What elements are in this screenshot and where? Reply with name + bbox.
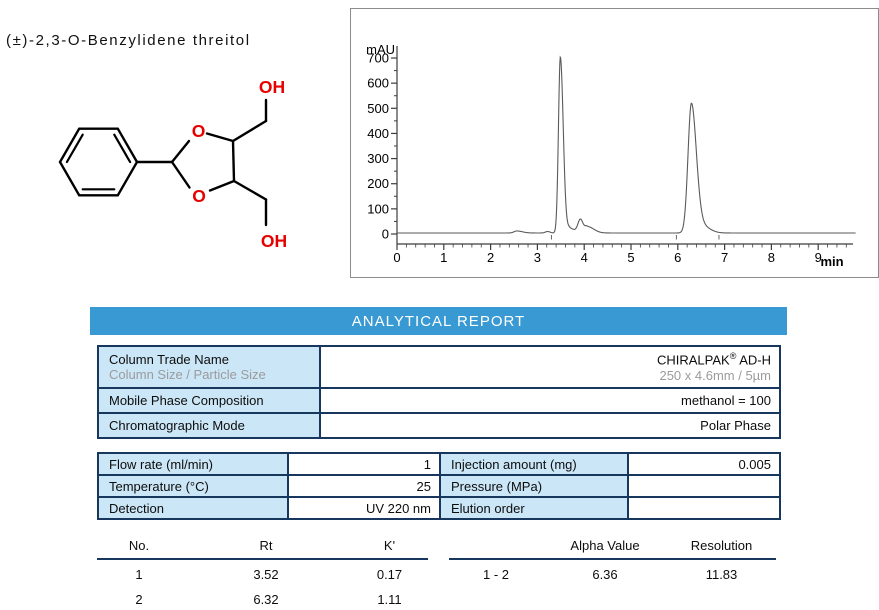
- col-kprime-header: K': [383, 538, 396, 553]
- svg-text:700: 700: [367, 51, 389, 66]
- column-info-table: Column Trade Name Column Size / Particle…: [97, 345, 781, 439]
- separation-results-header: Alpha Value Resolution: [449, 538, 776, 560]
- detection-label: Detection: [97, 496, 289, 520]
- report-banner: ANALYTICAL REPORT: [90, 307, 787, 335]
- elution-order-value: [627, 496, 781, 520]
- svg-text:400: 400: [367, 126, 389, 141]
- svg-text:5: 5: [627, 250, 634, 265]
- injection-amount-label: Injection amount (mg): [439, 452, 629, 476]
- column-trade-name-label: Column Trade Name: [109, 352, 229, 367]
- column-size-value: 250 x 4.6mm / 5µm: [659, 367, 771, 383]
- svg-text:2: 2: [487, 250, 494, 265]
- svg-text:0: 0: [393, 250, 400, 265]
- svg-text:100: 100: [367, 201, 389, 216]
- hydroxyl-label-bottom: OH: [261, 231, 287, 251]
- peak-kprime: 1.11: [377, 592, 402, 607]
- svg-text:7: 7: [721, 250, 728, 265]
- svg-text:9: 9: [815, 250, 822, 265]
- elution-order-label: Elution order: [439, 496, 629, 520]
- table-row: Temperature (°C) 25 Pressure (MPa): [97, 474, 781, 498]
- registered-mark: ®: [729, 351, 737, 362]
- col-pair-header: [449, 538, 543, 553]
- mobile-phase-label: Mobile Phase Composition: [97, 387, 321, 414]
- pressure-value: [627, 474, 781, 498]
- table-row: 1 3.52 0.17: [97, 567, 428, 585]
- peak-no: 2: [135, 592, 143, 607]
- mobile-phase-value: methanol = 100: [319, 387, 781, 414]
- chromatogram-box: 0 100 200 300 400 500 600 700 mAU 0 1 2 3 4 5 6 7 8 9 min: [350, 8, 879, 278]
- oxygen-label-top: O: [192, 121, 206, 141]
- table-row: Mobile Phase Composition methanol = 100: [97, 387, 781, 414]
- peak-results-header: No. Rt K': [97, 538, 428, 560]
- peak-kprime: 0.17: [376, 567, 403, 582]
- temperature-label: Temperature (°C): [97, 474, 289, 498]
- table-row: Column Trade Name Column Size / Particle…: [97, 345, 781, 389]
- svg-text:8: 8: [768, 250, 775, 265]
- hydroxyl-label-top: OH: [259, 77, 285, 97]
- conditions-table: Flow rate (ml/min) 1 Injection amount (m…: [97, 452, 781, 520]
- col-rt-header: Rt: [259, 538, 273, 553]
- peak-pair: 1 - 2: [482, 567, 509, 582]
- detection-value: UV 220 nm: [287, 496, 441, 520]
- chemical-structure: O O OH OH: [58, 77, 287, 251]
- benzene-ring: [58, 127, 139, 197]
- col-no-header: No.: [128, 538, 150, 553]
- resolution-value: 11.83: [705, 567, 738, 582]
- flow-rate-label: Flow rate (ml/min): [97, 452, 289, 476]
- column-trade-name-value: CHIRALPAK® AD-H: [656, 351, 771, 368]
- svg-text:500: 500: [367, 101, 389, 116]
- svg-text:mAU: mAU: [366, 42, 395, 57]
- peak-rt: 6.32: [253, 592, 279, 607]
- table-row: Chromatographic Mode Polar Phase: [97, 412, 781, 439]
- column-size-label: Column Size / Particle Size: [109, 367, 266, 382]
- peak-rt: 3.52: [253, 567, 279, 582]
- temperature-value: 25: [287, 474, 441, 498]
- table-row: 2 6.32 1.11: [97, 592, 428, 610]
- injection-amount-value: 0.005: [627, 452, 781, 476]
- chromatographic-mode-value: Polar Phase: [319, 412, 781, 439]
- table-row: Flow rate (ml/min) 1 Injection amount (m…: [97, 452, 781, 476]
- col-alpha-header: Alpha Value: [570, 538, 640, 553]
- svg-text:3: 3: [534, 250, 541, 265]
- hydroxymethyl-arms: [231, 98, 268, 227]
- svg-text:1: 1: [440, 250, 447, 265]
- svg-text:0: 0: [382, 227, 389, 242]
- svg-text:600: 600: [367, 76, 389, 91]
- flow-rate-value: 1: [287, 452, 441, 476]
- pressure-label: Pressure (MPa): [439, 474, 629, 498]
- svg-text:300: 300: [367, 151, 389, 166]
- dioxolane-ring: [135, 132, 236, 192]
- svg-text:6: 6: [674, 250, 681, 265]
- separation-results-table: Alpha Value Resolution 1 - 2 6.36 11.83: [449, 538, 776, 585]
- svg-text:4: 4: [581, 250, 588, 265]
- peak-results-table: No. Rt K' 1 3.52 0.17 2 6.32 1.11: [97, 538, 428, 610]
- report-banner-title: ANALYTICAL REPORT: [351, 312, 526, 330]
- alpha-value: 6.36: [592, 567, 618, 582]
- compound-title: (±)-2,3-O-Benzylidene threitol: [6, 32, 251, 49]
- table-row: 1 - 2 6.36 11.83: [449, 567, 776, 585]
- svg-text:min: min: [820, 254, 843, 269]
- oxygen-label-bottom: O: [192, 186, 206, 206]
- peak-no: 1: [135, 567, 143, 582]
- table-row: Detection UV 220 nm Elution order: [97, 496, 781, 520]
- col-resolution-header: Resolution: [690, 538, 753, 553]
- svg-text:200: 200: [367, 176, 389, 191]
- chromatographic-mode-label: Chromatographic Mode: [97, 412, 321, 439]
